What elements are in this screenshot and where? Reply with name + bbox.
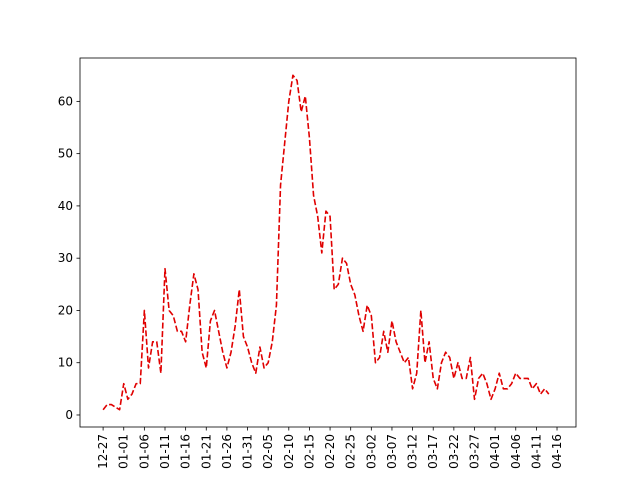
x-tick-label: 03-17 bbox=[426, 434, 440, 469]
y-tick-label: 30 bbox=[58, 251, 73, 265]
series-line bbox=[102, 74, 550, 411]
x-tick-label: 01-21 bbox=[199, 434, 213, 469]
y-tick-label: 40 bbox=[58, 199, 73, 213]
y-tick-label: 50 bbox=[58, 147, 73, 161]
x-tick-label: 03-02 bbox=[364, 434, 378, 469]
x-tick-label: 01-11 bbox=[158, 434, 172, 469]
x-tick-label: 12-27 bbox=[96, 434, 110, 469]
x-tick-label: 01-16 bbox=[179, 434, 193, 469]
x-tick-label: 03-12 bbox=[406, 434, 420, 469]
x-tick-label: 01-06 bbox=[137, 434, 151, 469]
x-tick-label: 01-31 bbox=[241, 434, 255, 469]
y-tick-label: 10 bbox=[58, 356, 73, 370]
x-tick-label: 02-15 bbox=[302, 434, 316, 469]
x-tick-label: 04-16 bbox=[550, 434, 564, 469]
x-tick-label: 03-07 bbox=[385, 434, 399, 469]
x-tick-label: 04-01 bbox=[488, 434, 502, 469]
y-tick-label: 20 bbox=[58, 303, 73, 317]
x-tick-label: 02-20 bbox=[323, 434, 337, 469]
x-tick-label: 03-27 bbox=[467, 434, 481, 469]
x-tick-label: 02-25 bbox=[344, 434, 358, 469]
y-tick-label: 60 bbox=[58, 94, 73, 108]
x-tick-label: 01-26 bbox=[220, 434, 234, 469]
x-axis: 12-27 01-01 01-06 01-11 01-16 01-21 01-26 01-31… bbox=[96, 427, 564, 469]
x-tick-label: 01-01 bbox=[117, 434, 131, 469]
x-tick-label: 04-06 bbox=[509, 434, 523, 469]
x-tick-label: 02-05 bbox=[261, 434, 275, 469]
x-tick-label: 03-22 bbox=[447, 434, 461, 469]
x-tick-label: 02-10 bbox=[282, 434, 296, 469]
y-axis: 0 10 20 30 40 50 60 bbox=[58, 94, 80, 422]
series-layer bbox=[102, 74, 550, 411]
plot-area bbox=[79, 57, 577, 428]
x-tick-label: 04-11 bbox=[529, 434, 543, 469]
y-tick-label: 0 bbox=[65, 408, 73, 422]
